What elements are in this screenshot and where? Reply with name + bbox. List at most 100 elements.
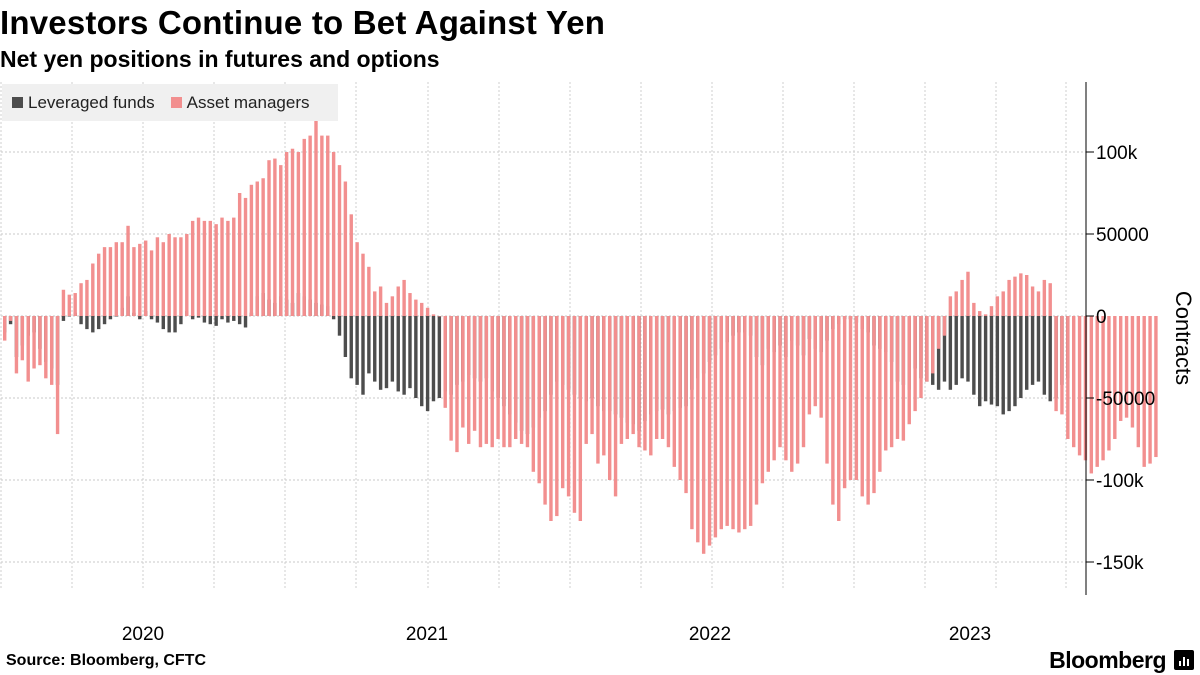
asset-managers-bar: [1054, 316, 1058, 412]
asset-managers-bar: [420, 302, 424, 316]
asset-managers-bar: [754, 316, 759, 505]
asset-managers-bar: [813, 316, 817, 407]
leveraged-funds-bar: [1001, 316, 1005, 415]
asset-managers-bar: [502, 316, 506, 448]
asset-managers-bar: [472, 316, 477, 431]
asset-managers-bar: [572, 316, 577, 513]
asset-managers-bar: [443, 316, 447, 408]
asset-managers-bar: [1042, 279, 1047, 316]
asset-managers-bar: [666, 316, 671, 448]
asset-managers-bar: [983, 314, 988, 316]
asset-managers-bar: [807, 316, 812, 415]
asset-managers-bar: [631, 316, 635, 435]
leveraged-funds-bar: [96, 316, 101, 330]
leveraged-funds-bar: [1030, 316, 1035, 385]
asset-managers-bar: [713, 316, 718, 538]
chart-legend: Leveraged funds Asset managers: [2, 84, 338, 121]
asset-managers-bar: [196, 217, 201, 316]
asset-managers-bar: [408, 293, 412, 316]
asset-managers-bar: [766, 316, 770, 472]
leveraged-funds-bar: [61, 316, 66, 321]
asset-managers-bar: [525, 316, 530, 448]
asset-managers-bar: [1142, 316, 1146, 467]
asset-managers-bar: [1072, 316, 1076, 448]
asset-managers-bar: [55, 316, 60, 435]
y-axis-title: Contracts: [1171, 291, 1196, 385]
asset-managers-bar: [490, 316, 494, 448]
asset-managers-bar: [1083, 316, 1088, 461]
asset-managers-bar: [190, 220, 195, 316]
asset-managers-bar: [79, 283, 83, 316]
leveraged-funds-bar: [161, 316, 165, 330]
asset-managers-bar: [390, 296, 395, 316]
leveraged-funds-bar: [420, 316, 424, 407]
asset-managers-bar: [361, 253, 365, 316]
asset-managers-bar: [878, 316, 882, 472]
leveraged-funds-bar: [108, 316, 113, 320]
leveraged-funds-bar: [179, 316, 183, 325]
asset-managers-bar: [919, 316, 923, 398]
leveraged-funds-bar: [355, 316, 359, 385]
leveraged-funds-bar: [942, 316, 947, 382]
leveraged-funds-bar: [1025, 316, 1029, 390]
asset-managers-bar: [837, 316, 841, 521]
asset-managers-bar: [737, 316, 741, 533]
asset-managers-bar: [484, 316, 489, 444]
leveraged-funds-bar: [936, 316, 941, 390]
leveraged-funds-bar: [995, 316, 1000, 407]
asset-managers-bar: [707, 316, 712, 546]
asset-managers-bar: [801, 316, 806, 448]
asset-managers-bar: [1136, 316, 1141, 448]
asset-managers-bar: [67, 294, 72, 316]
asset-managers-bar: [684, 316, 688, 494]
asset-managers-bar: [972, 302, 976, 316]
bloomberg-terminal-icon: [1174, 650, 1194, 670]
asset-managers-bar: [602, 316, 606, 456]
asset-managers-bar: [748, 316, 753, 526]
leveraged-funds-bar: [972, 316, 976, 395]
asset-managers-bar: [948, 296, 953, 316]
asset-managers-bar: [1013, 276, 1017, 316]
legend-label-asset-managers: Asset managers: [186, 92, 310, 112]
asset-managers-bar: [848, 316, 853, 480]
asset-managers-bar: [378, 286, 383, 316]
asset-managers-bar: [578, 316, 583, 521]
leveraged-funds-bar: [343, 316, 348, 357]
asset-managers-bar: [455, 316, 459, 453]
leveraged-funds-bar: [67, 316, 72, 317]
asset-managers-bar: [772, 316, 776, 461]
asset-managers-bar: [884, 316, 888, 451]
asset-managers-bar: [643, 316, 647, 451]
asset-managers-bar: [14, 316, 19, 374]
asset-managers-bar: [3, 316, 7, 341]
asset-managers-bar: [255, 181, 259, 316]
asset-managers-bar: [478, 316, 483, 448]
asset-managers-bar: [560, 316, 565, 489]
asset-managers-bar: [314, 119, 318, 316]
asset-managers-bar: [854, 316, 859, 480]
asset-managers-bar: [1089, 316, 1094, 474]
asset-managers-bar: [936, 316, 941, 349]
asset-managers-bar: [173, 237, 177, 316]
asset-managers-bar: [566, 316, 571, 497]
asset-managers-bar: [889, 316, 894, 448]
leveraged-funds-bar: [1019, 316, 1023, 398]
asset-managers-bar: [85, 279, 89, 316]
asset-managers-bar: [1148, 316, 1152, 464]
asset-managers-bar: [925, 316, 929, 382]
asset-managers-bar: [725, 316, 729, 526]
chart-title: Investors Continue to Bet Against Yen: [0, 4, 606, 41]
asset-managers-bar: [596, 316, 600, 464]
leveraged-funds-bar: [1048, 316, 1052, 402]
asset-managers-bar: [960, 279, 964, 316]
asset-managers-bar: [296, 152, 301, 316]
asset-managers-bar: [619, 316, 624, 444]
asset-managers-bar: [120, 242, 124, 316]
leveraged-funds-bar: [243, 316, 248, 328]
leveraged-funds-bar: [155, 316, 160, 323]
asset-managers-bar: [461, 316, 465, 428]
asset-managers-bar: [907, 316, 911, 425]
asset-managers-bar: [831, 316, 835, 505]
legend-item-asset-managers: Asset managers: [170, 92, 310, 113]
